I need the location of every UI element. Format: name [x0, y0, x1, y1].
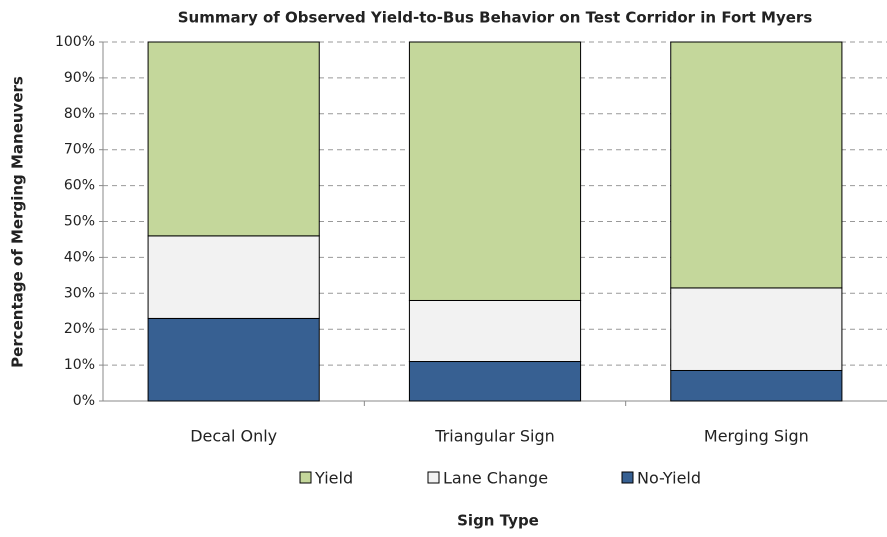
x-axis-title: Sign Type [457, 512, 539, 530]
bar-segment [147, 41, 320, 237]
x-tick-label: Triangular Sign [434, 427, 555, 446]
y-tick-label: 20% [64, 321, 95, 337]
bar-segment [670, 287, 843, 371]
y-tick-label: 50% [64, 214, 95, 230]
legend-swatch [299, 471, 312, 484]
bar-segment [408, 41, 582, 301]
legend-swatch [427, 471, 440, 484]
y-tick-label: 100% [55, 34, 95, 50]
y-tick-label: 0% [73, 393, 95, 409]
y-axis-title: Percentage of Merging Maneuvers [9, 76, 27, 368]
bar-segment [147, 317, 320, 402]
y-tick-label: 90% [64, 70, 95, 86]
y-tick-label: 80% [64, 106, 95, 122]
bar-segment [147, 235, 320, 319]
y-tick-label: 60% [64, 178, 95, 194]
legend-label: No-Yield [637, 469, 701, 488]
x-tick-label: Merging Sign [704, 427, 809, 446]
bar-segment [408, 361, 582, 402]
legend-swatch [621, 471, 634, 484]
bar-segment [670, 369, 843, 402]
legend-label: Yield [314, 469, 353, 488]
x-tick-label: Decal Only [190, 427, 277, 446]
bar-segment [670, 41, 843, 289]
y-tick-label: 70% [64, 142, 95, 158]
y-tick-label: 10% [64, 357, 95, 373]
y-tick-label: 30% [64, 285, 95, 301]
bar-segment [408, 299, 582, 363]
chart-title: Summary of Observed Yield-to-Bus Behavio… [178, 9, 813, 27]
y-tick-label: 40% [64, 249, 95, 265]
legend-label: Lane Change [443, 469, 548, 488]
